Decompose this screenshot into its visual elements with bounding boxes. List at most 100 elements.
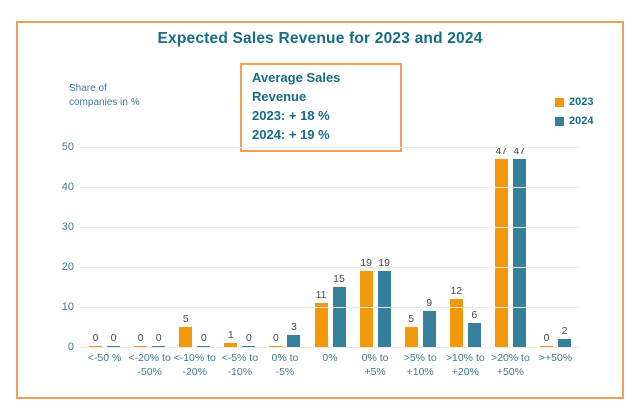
bar-rect [332,287,346,347]
annotation-value-2023: 2023: + 18 % [252,107,330,123]
bar-2024-4: 3 [287,321,301,347]
x-category-label-6: 0% to +5% [361,352,389,378]
bar-value-label: 19 [378,257,390,269]
legend-item-2023: 2023 [555,96,593,108]
bar-2024-7: 9 [422,297,436,347]
bar-value-label: 0 [543,331,550,344]
bar-group-6: 19 19 [353,147,398,347]
bar-rect [287,335,301,347]
bar-2024-10: 2 [557,325,571,347]
bar-2023-2: 5 [179,313,193,347]
bar-rect [152,345,166,347]
bar-group-9: 47 47 [488,145,533,347]
bar-2023-0: 0 [89,331,103,347]
bar-rect [269,345,283,347]
bar-rect [557,339,571,347]
bar-value-label: 0 [245,331,252,344]
bar-rect [494,159,508,347]
bar-value-label: 19 [360,257,372,269]
x-category-label-9: >20% to +50% [490,352,530,378]
bar-value-label: 12 [450,285,463,297]
legend: 2023 2024 [555,96,593,127]
gridline-50 [80,147,580,148]
bar-2023-5: 11 [314,289,328,347]
bar-2023-7: 5 [404,313,418,347]
bar-value-label: 5 [408,313,415,325]
bar-value-label: 9 [426,297,433,309]
x-category-label-2: <-10% to -20% [173,352,216,378]
bar-2024-6: 19 [377,257,391,347]
bar-rect [89,345,103,347]
bar-2023-4: 0 [269,332,283,347]
y-tick-40: 40 [61,181,74,193]
bar-value-label: 5 [182,313,189,325]
legend-label-2024: 2024 [569,115,594,127]
x-category-label-5: 0% [322,352,338,364]
bar-value-label: 0 [110,331,117,344]
legend-item-2024: 2024 [555,115,593,127]
y-axis-label: Share of companies in % [69,83,140,108]
bar-2023-1: 0 [134,331,148,347]
bar-value-label: 0 [155,331,162,344]
bar-rect [404,327,418,347]
bar-value-label: 0 [137,331,144,344]
bar-2024-3: 0 [242,331,256,347]
x-category-label-7: >5% to +10% [403,352,437,378]
y-tick-0: 0 [67,341,74,353]
bar-rect [179,327,193,347]
gridline-30 [80,227,580,228]
bar-value-label: 2 [561,325,568,337]
bar-2024-2: 0 [197,331,211,347]
bar-value-label: 6 [471,309,478,321]
annotation-box: Average Sales Revenue 2023: + 18 % 2024:… [240,63,402,153]
bar-value-label: 11 [315,289,327,301]
bar-2023-9: 47 [494,145,508,347]
bar-value-label: 0 [200,331,207,344]
y-tick-30: 30 [61,221,74,233]
bar-2023-6: 19 [359,257,373,347]
y-tick-10: 10 [61,301,74,313]
bar-rect [224,343,238,347]
bar-2024-8: 6 [467,309,481,347]
bar-group-8: 12 6 [443,147,488,347]
x-axis-labels: <-50 % <-20% to -50% <-10% to -20% <-5% to … [82,352,578,379]
bar-value-label: 47 [495,145,508,157]
y-tick-20: 20 [61,261,74,273]
bar-groups: 0 0 0 0 5 0 1 0 0 3 11 15 19 19 5 9 12 6 47 47 0 2 [82,145,578,347]
bar-2024-9: 47 [512,145,526,347]
x-category-label-8: >10% to +20% [445,352,485,378]
gridline-0 [80,347,580,348]
bar-2023-3: 1 [224,329,238,347]
bar-rect [314,303,328,347]
bar-rect [377,271,391,347]
y-tick-50: 50 [61,141,74,153]
bar-rect [107,345,121,347]
annotation-value-2024: 2024: + 19 % [252,126,330,142]
bar-2023-10: 0 [539,331,553,347]
bar-2024-5: 15 [332,273,346,347]
legend-swatch-icon-2024 [555,116,564,126]
bar-rect [359,271,373,347]
legend-label-2023: 2023 [569,96,594,108]
annotation-title: Average Sales Revenue [252,70,341,104]
plot-area: 0 0 0 0 5 0 1 0 0 3 11 15 19 19 5 9 12 6 47 47 0 2 <-50 % <-20… [18,23,622,397]
x-category-label-4: 0% to -5% [271,352,299,378]
bar-rect [242,345,256,347]
bar-rect [134,345,148,347]
bar-value-label: 1 [227,329,234,341]
bar-2024-0: 0 [107,331,121,347]
bar-group-5: 11 15 [307,147,352,347]
x-category-label-1: <-20% to -50% [128,352,171,378]
chart-frame: Expected Sales Revenue for 2023 and 2024… [16,21,624,399]
bar-value-label: 0 [92,331,99,344]
bar-rect [467,323,481,347]
x-category-label-0: <-50 % [87,352,122,364]
legend-swatch-icon-2023 [555,97,564,107]
chart-title: Expected Sales Revenue for 2023 and 2024 [157,30,483,47]
bar-rect [422,311,436,347]
